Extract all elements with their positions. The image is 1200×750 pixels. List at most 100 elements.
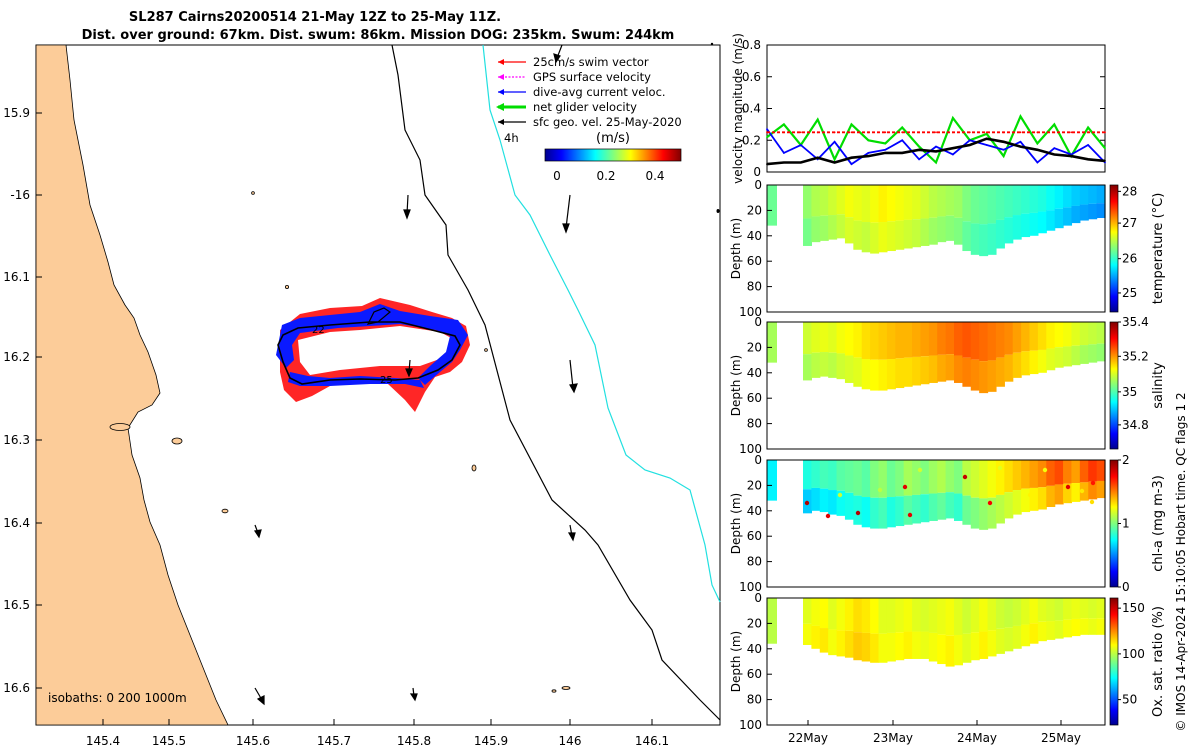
section-cell: [912, 494, 922, 524]
section-cell: [861, 497, 871, 528]
section-ylabel: Depth (m): [729, 493, 743, 554]
section-cell: [1054, 620, 1064, 639]
section-cell: [979, 598, 989, 632]
section-cell: [828, 185, 838, 216]
day-label-25: 25: [380, 375, 393, 386]
velocity-point: [850, 156, 853, 159]
map-lat-tick-label: 16.3: [3, 433, 30, 447]
figure-title-line1: SL287 Cairns20200514 21-May 12Z to 25-Ma…: [129, 10, 501, 25]
section-cell: [920, 322, 930, 357]
section-cell: [819, 460, 829, 489]
section-cell: [811, 625, 821, 649]
section-x-tick-label: 24May: [957, 731, 997, 745]
section-cell: [895, 598, 905, 633]
section-cell: [811, 322, 821, 353]
colorbar-tick: 0.2: [596, 169, 615, 183]
colorbar-tick-label: 27: [1122, 216, 1137, 230]
velocity-point: [918, 145, 920, 148]
section-cell: [1021, 185, 1031, 214]
section-cell: [928, 355, 938, 383]
colorbar-tick-label: 28: [1122, 184, 1137, 198]
section-cell: [811, 185, 821, 217]
section-cell: [844, 355, 854, 383]
section-cell: [870, 185, 880, 223]
island: [251, 191, 255, 195]
section-cell: [870, 222, 880, 254]
section-cell: [962, 322, 972, 358]
section-cell: [995, 357, 1005, 387]
section-cell: [803, 460, 812, 490]
velocity-point: [1070, 155, 1073, 158]
section-cell: [861, 359, 871, 390]
section-y-tick-label: 80: [747, 417, 762, 431]
section-cell: [903, 185, 913, 220]
section-cell: [970, 598, 980, 633]
velocity-point: [935, 161, 937, 164]
section-cell: [962, 633, 972, 663]
velocity-point: [867, 155, 870, 158]
section-cell: [1096, 343, 1106, 362]
section-y-tick-label: 40: [747, 642, 762, 656]
section-cell: [1029, 185, 1039, 213]
section-cell: [987, 630, 997, 657]
map-lat-tick-label: 16.5: [3, 598, 30, 612]
legend-item-net-glider: net glider velocity: [496, 100, 637, 114]
section-cell: [928, 217, 938, 245]
section-cell: [1037, 487, 1047, 510]
section-cell: [1029, 623, 1039, 644]
section-cell: [1021, 598, 1031, 625]
speed-colorbar: [544, 148, 682, 162]
section-cell: [1037, 598, 1047, 622]
legend-item-sfc-geo: sfc geo. vel. 25-May-2020: [498, 115, 682, 129]
section-cell: [861, 185, 871, 223]
section-y-tick-label: 40: [747, 366, 762, 380]
section-y-tick-label: 60: [747, 667, 762, 681]
section-cell: [1071, 618, 1081, 637]
isobath-1000m: [482, 44, 721, 603]
section-cell: [895, 220, 905, 250]
section-cell: [903, 322, 913, 358]
section-cell: [811, 598, 821, 626]
section-cell: [828, 598, 838, 630]
section-cell: [836, 460, 846, 491]
section-cell: [1063, 598, 1073, 620]
colorbar-tick-label: 26: [1122, 252, 1137, 266]
section-cell: [844, 217, 854, 244]
velocity-point: [766, 136, 768, 138]
legend-time-label: 4h: [504, 131, 519, 145]
section-cell: [1012, 185, 1022, 216]
section-cell: [853, 598, 863, 633]
section-cell: [945, 215, 955, 241]
section-cell: [878, 633, 888, 663]
section-cell: [954, 635, 963, 666]
velocity-point: [1036, 148, 1039, 151]
section-cell: [870, 359, 880, 391]
section-cell: [819, 628, 829, 653]
section-cell: [811, 460, 821, 488]
velocity-point: [918, 158, 920, 161]
section-axes-frame: [766, 459, 1106, 588]
velocity-point: [783, 152, 785, 154]
section-cell: [970, 632, 980, 661]
velocity-point: [884, 152, 887, 154]
section-cell: [945, 354, 955, 381]
section-cell: [1012, 490, 1022, 515]
velocity-point: [1087, 144, 1089, 146]
section-cell: [979, 498, 989, 530]
section-cell: [1004, 598, 1014, 628]
section-cell: [1004, 185, 1014, 218]
section-cell: [937, 598, 947, 635]
section-cell: [886, 221, 896, 252]
section-cell: [895, 322, 905, 359]
dive-avg-current-band: [276, 304, 468, 385]
colorbar-tick-label: 2: [1122, 453, 1130, 467]
section-cell: [954, 598, 963, 636]
colorbar-label: Ox. sat. ratio (%): [1151, 606, 1166, 717]
section-cell: [1071, 483, 1081, 502]
section-cell: [853, 322, 863, 358]
section-cell: [878, 359, 888, 391]
velocity-point: [1002, 155, 1005, 158]
section-cell: [870, 598, 880, 634]
velocity-point: [918, 148, 920, 151]
